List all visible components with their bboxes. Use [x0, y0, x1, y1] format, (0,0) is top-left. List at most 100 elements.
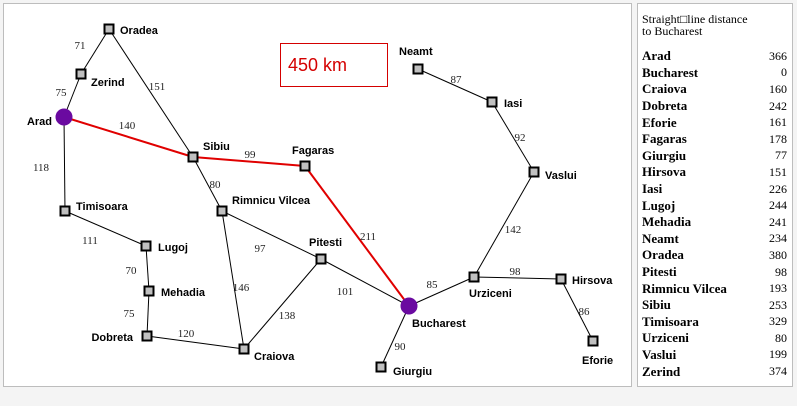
road-distance-craiova-pitesti: 138 — [279, 310, 296, 322]
city-label-vaslui: Vaslui — [545, 170, 577, 182]
city-label-timisoara: Timisoara — [76, 201, 129, 213]
city-label-craiova: Craiova — [254, 351, 295, 363]
city-node-rimnicu-vilcea — [216, 205, 228, 217]
road-pitesti-bucharest — [320, 258, 410, 307]
table-row: Iasi 226 — [642, 181, 787, 198]
city-node-urziceni — [468, 271, 480, 283]
city-label-zerind: Zerind — [91, 77, 125, 89]
city-label-giurgiu: Giurgiu — [393, 366, 432, 378]
city-label-neamt: Neamt — [399, 46, 433, 58]
road-distance-bucharest-urziceni: 85 — [427, 279, 439, 291]
table-distance-value: 374 — [769, 364, 787, 379]
path-segment-arad-sibiu — [63, 116, 194, 158]
table-city-name: Zerind — [642, 363, 681, 379]
table-heading-line2: to Bucharest — [642, 24, 703, 38]
city-label-fagaras: Fagaras — [292, 145, 334, 157]
road-distance-pitesti-bucharest: 101 — [337, 286, 354, 298]
road-hirsova-eforie — [560, 278, 594, 342]
table-distance-value: 234 — [769, 231, 787, 246]
road-distance-oradea-zerind: 71 — [75, 40, 86, 52]
city-label-rimnicu-vilcea: Rimnicu Vilcea — [232, 195, 311, 207]
table-heading-line1: Straight□line distance — [642, 12, 748, 26]
table-city-name: Rimnicu Vilcea — [642, 280, 727, 296]
road-distance-timisoara-lugoj: 111 — [82, 235, 98, 247]
table-distance-value: 178 — [769, 131, 787, 146]
path-segment-fagaras-bucharest — [304, 165, 410, 307]
city-label-eforie: Eforie — [582, 355, 613, 367]
city-label-oradea: Oradea — [120, 25, 159, 37]
table-city-name: Craiova — [642, 81, 687, 97]
table-row: Craiova 160 — [642, 81, 787, 98]
city-label-hirsova: Hirsova — [572, 275, 613, 287]
city-label-lugoj: Lugoj — [158, 242, 188, 254]
table-row: Rimnicu Vilcea 193 — [642, 280, 787, 297]
table-row: Neamt 234 — [642, 231, 787, 248]
table-city-name: Pitesti — [642, 264, 677, 280]
road-distance-urziceni-vaslui: 142 — [505, 224, 522, 236]
road-dobreta-craiova — [146, 335, 245, 350]
road-oradea-zerind — [80, 28, 110, 75]
table-city-name: Bucharest — [642, 64, 699, 80]
road-urziceni-vaslui — [473, 171, 535, 278]
table-row: Dobreta 242 — [642, 98, 787, 115]
table-distance-value: 226 — [769, 181, 787, 196]
road-bucharest-giurgiu — [380, 305, 410, 368]
road-mehadia-dobreta — [146, 290, 150, 337]
table-distance-value: 253 — [769, 297, 787, 312]
table-row: Lugoj 244 — [642, 197, 787, 214]
romania-road-map: 71 151 75 140 118 111 70 75 120 99 80 97 146 138 211 10… — [27, 23, 613, 378]
table-row: Giurgiu 77 — [642, 148, 787, 165]
road-distance-arad-sibiu: 140 — [119, 120, 136, 132]
city-node-dobreta — [141, 330, 153, 342]
road-distance-vaslui-iasi: 92 — [515, 132, 526, 144]
table-distance-value: 242 — [769, 98, 787, 113]
table-city-name: Hirsova — [642, 164, 687, 180]
road-oradea-sibiu — [108, 28, 194, 158]
table-distance-value: 241 — [769, 214, 787, 229]
road-distance-bucharest-giurgiu: 90 — [395, 341, 407, 353]
road-distance-hirsova-eforie: 86 — [579, 306, 591, 318]
table-row: Timisoara 329 — [642, 314, 787, 331]
road-distance-arad-timisoara: 118 — [33, 162, 50, 174]
table-distance-value: 244 — [769, 198, 787, 213]
city-label-pitesti: Pitesti — [309, 237, 342, 249]
heuristic-table: Straight□line distance to Bucharest Arad… — [637, 3, 793, 387]
road-distance-zerind-arad: 75 — [56, 87, 68, 99]
table-row: Eforie 161 — [642, 114, 787, 131]
table-distance-value: 160 — [769, 81, 787, 96]
road-rimnicu-vilcea-craiova — [221, 210, 245, 350]
table-city-name: Dobreta — [642, 98, 688, 114]
city-label-iasi: Iasi — [504, 98, 522, 110]
table-city-name: Vaslui — [642, 346, 677, 362]
table-heading: Straight□line distance to Bucharest — [642, 13, 748, 37]
table-distance-value: 151 — [769, 164, 787, 179]
city-node-neamt — [412, 63, 424, 75]
road-distance-urziceni-hirsova: 98 — [510, 266, 522, 278]
city-label-bucharest: Bucharest — [412, 318, 466, 330]
road-craiova-pitesti — [243, 258, 322, 350]
table-distance-value: 380 — [769, 247, 787, 262]
road-iasi-neamt — [417, 68, 493, 103]
city-node-iasi — [486, 96, 498, 108]
table-row: Hirsova 151 — [642, 164, 787, 181]
table-distance-value: 98 — [775, 264, 787, 279]
city-node-sibiu — [187, 151, 199, 163]
table-distance-value: 80 — [775, 330, 787, 345]
endpoint-marker-bucharest — [400, 297, 418, 315]
city-label-arad: Arad — [27, 116, 52, 128]
table-city-name: Urziceni — [642, 330, 689, 346]
table-row: Zerind 374 — [642, 363, 787, 380]
city-node-oradea — [103, 23, 115, 35]
city-node-mehadia — [143, 285, 155, 297]
table-distance-value: 366 — [769, 48, 787, 63]
table-distance-value: 0 — [781, 65, 787, 80]
city-node-hirsova — [555, 273, 567, 285]
table-city-name: Lugoj — [642, 197, 676, 213]
table-row: Urziceni 80 — [642, 330, 787, 347]
table-city-name: Sibiu — [642, 297, 671, 313]
road-distance-oradea-sibiu: 151 — [149, 81, 166, 93]
road-vaslui-iasi — [491, 101, 535, 173]
city-node-pitesti — [315, 253, 327, 265]
city-label-sibiu: Sibiu — [203, 141, 230, 153]
table-city-name: Oradea — [642, 247, 684, 263]
